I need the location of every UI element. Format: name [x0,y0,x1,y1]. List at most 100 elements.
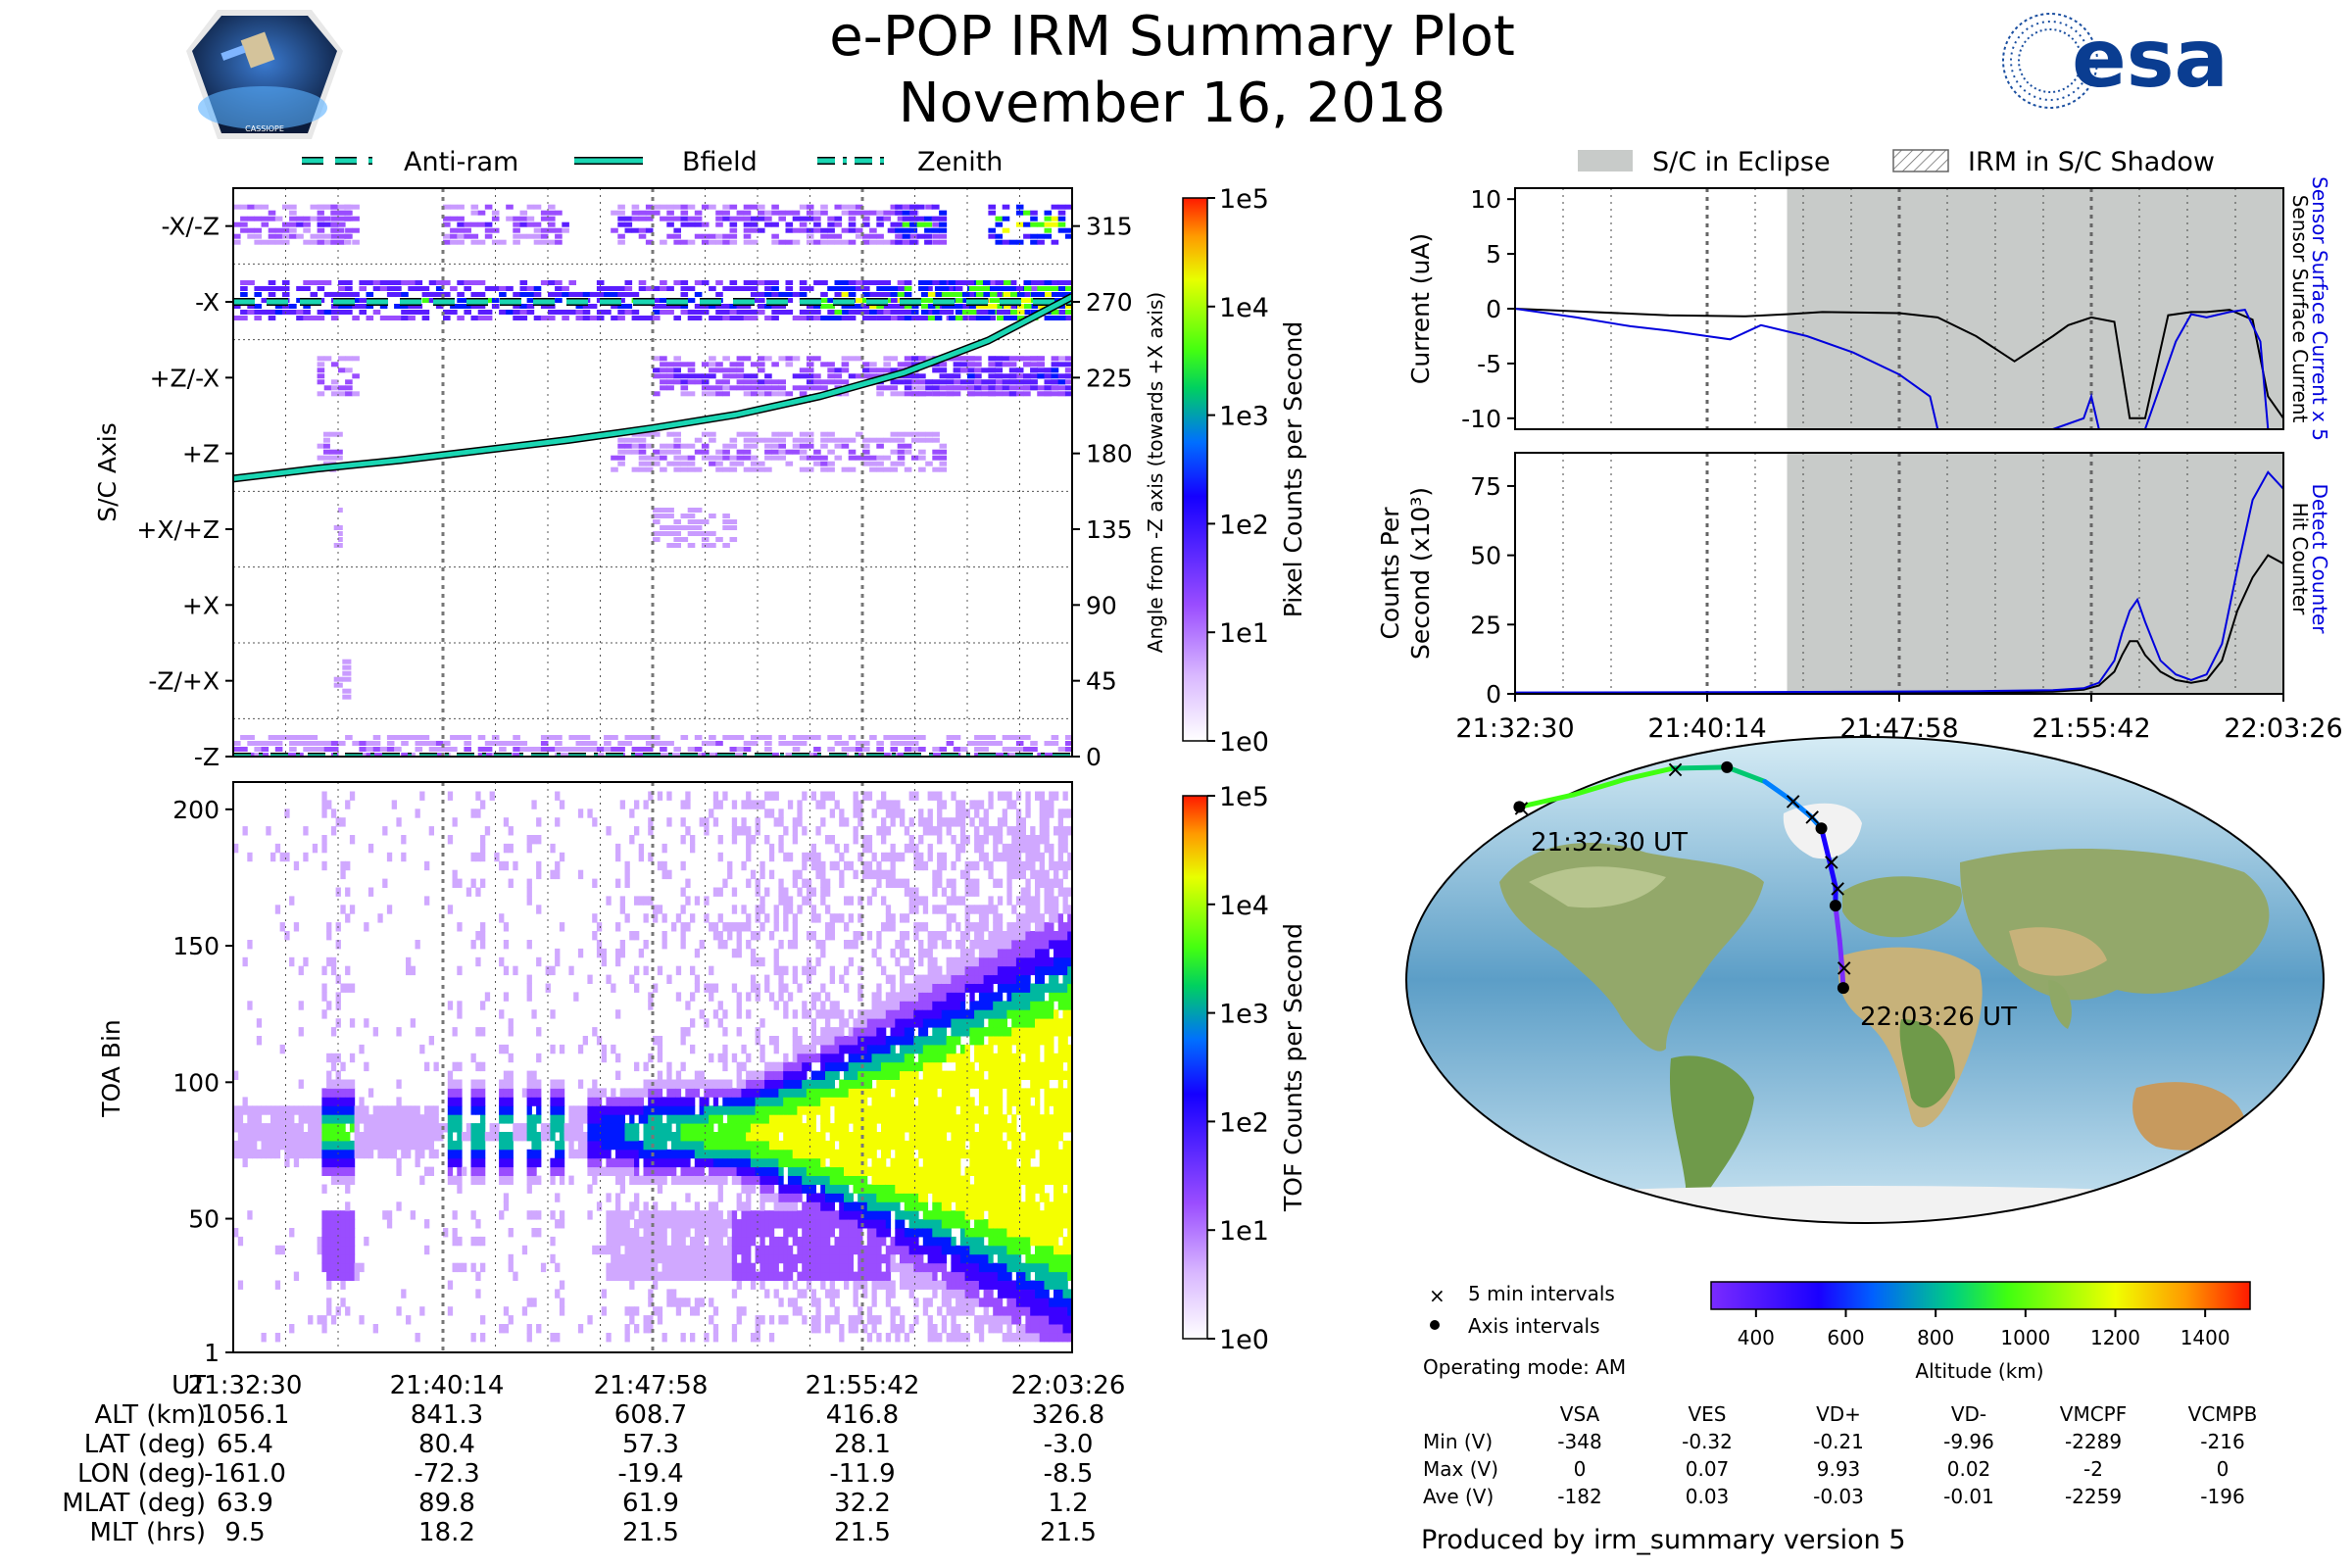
heat-cell [435,304,444,309]
heat-cell [1015,286,1024,291]
toa-heat-cell [577,808,584,818]
heat-cell [918,431,926,437]
heat-cell [1064,368,1072,373]
toa-heat-cell [680,905,686,914]
heat-cell [778,431,786,437]
toa-heat-cell [694,1088,701,1098]
toa-heat-cell [736,931,742,941]
toa-heat-cell [806,1149,812,1159]
heat-cell [800,770,808,775]
toa-heat-cell [653,983,659,993]
heat-cell [526,216,535,221]
heat-cell [813,239,821,245]
heat-cell [435,747,444,752]
toa-heat-cell [797,1184,803,1194]
toa-heat-cell [629,1140,635,1151]
toa-heat-cell [806,1097,812,1106]
toa-heat-cell [699,1140,705,1151]
toa-heat-cell [643,1315,649,1325]
heat-cell [827,461,835,466]
toa-heat-cell [815,1210,821,1220]
toa-heat-cell [568,1175,574,1185]
toa-heat-cell [447,835,454,845]
heat-cell [876,747,884,752]
toa-heat-cell [596,1088,603,1098]
heat-cell [421,310,430,315]
toa-heat-cell [768,1157,775,1168]
toa-heat-cell [475,956,481,967]
toa-heat-cell [531,1140,537,1151]
heat-cell [736,368,745,373]
heat-cell [862,292,870,297]
heat-cell [855,280,863,285]
heat-cell [940,759,948,763]
heat-cell [841,316,850,320]
toa-heat-cell [690,1271,696,1281]
heat-cell [1064,379,1072,385]
heat-cell [344,204,352,210]
heat-cell [611,316,618,320]
heat-cell [895,227,904,233]
toa-heat-cell [727,1149,733,1159]
toa-heat-cell [820,1228,826,1238]
heat-cell [834,735,843,740]
heat-cell [274,227,283,233]
heat-cell [925,379,933,385]
heat-cell [582,316,591,320]
heat-cell [939,455,948,461]
heat-cell [743,227,752,233]
heat-cell [932,385,940,391]
toa-heat-cell [717,835,723,845]
heat-cell [785,753,794,757]
toa-heat-cell [704,913,710,923]
heat-cell [764,741,772,746]
heat-cell [722,764,730,769]
heat-cell [359,741,367,746]
toa-heat-cell [559,852,565,862]
toa-heat-cell [326,1306,332,1316]
toa-heat-cell [722,1271,728,1281]
heat-cell [645,286,654,291]
toa-heat-cell [690,1175,696,1185]
toa-heat-cell [293,1123,300,1133]
toa-heat-cell [820,1001,826,1010]
heat-cell [435,292,444,297]
heat-cell [527,764,535,769]
toa-heat-cell [820,1027,826,1037]
heat-cell [709,531,716,536]
toa-heat-cell [657,1228,663,1238]
heat-cell [680,514,689,518]
toa-heat-cell [457,1140,463,1151]
toa-heat-cell [345,1253,351,1264]
heat-cell [932,233,940,239]
heat-cell [931,227,940,233]
toa-heat-cell [340,1298,346,1307]
toa-heat-cell [475,852,481,862]
toa-heat-cell [694,1245,701,1255]
toa-heat-cell [760,1262,765,1273]
heat-cell [470,304,479,309]
toa-heat-cell [810,1018,816,1028]
toa-heat-cell [662,1175,667,1185]
toa-heat-cell [503,1140,510,1151]
toa-heat-cell [335,1157,341,1168]
toa-heat-cell [783,1061,789,1072]
toa-heat-cell [349,1245,356,1255]
toa-heat-cell [526,843,532,854]
toa-heat-cell [685,1027,691,1037]
toa-heat-cell [447,1079,454,1089]
toa-heat-cell [601,1088,607,1098]
heat-cell [694,233,703,239]
toa-heat-cell [615,1219,621,1229]
toa-heat-cell [657,965,663,976]
toa-heat-cell [820,817,826,827]
toa-heat-cell [499,1157,505,1168]
toa-heat-cell [675,1097,682,1106]
toa-heat-cell [596,948,603,958]
heat-cell [785,221,794,227]
heat-cell [274,233,283,239]
toa-heat-cell [279,1132,285,1142]
legend-line-types: Anti-ram Bfield Zenith [302,147,1003,177]
heat-cell [323,233,332,239]
toa-heat-cell [480,1123,486,1133]
